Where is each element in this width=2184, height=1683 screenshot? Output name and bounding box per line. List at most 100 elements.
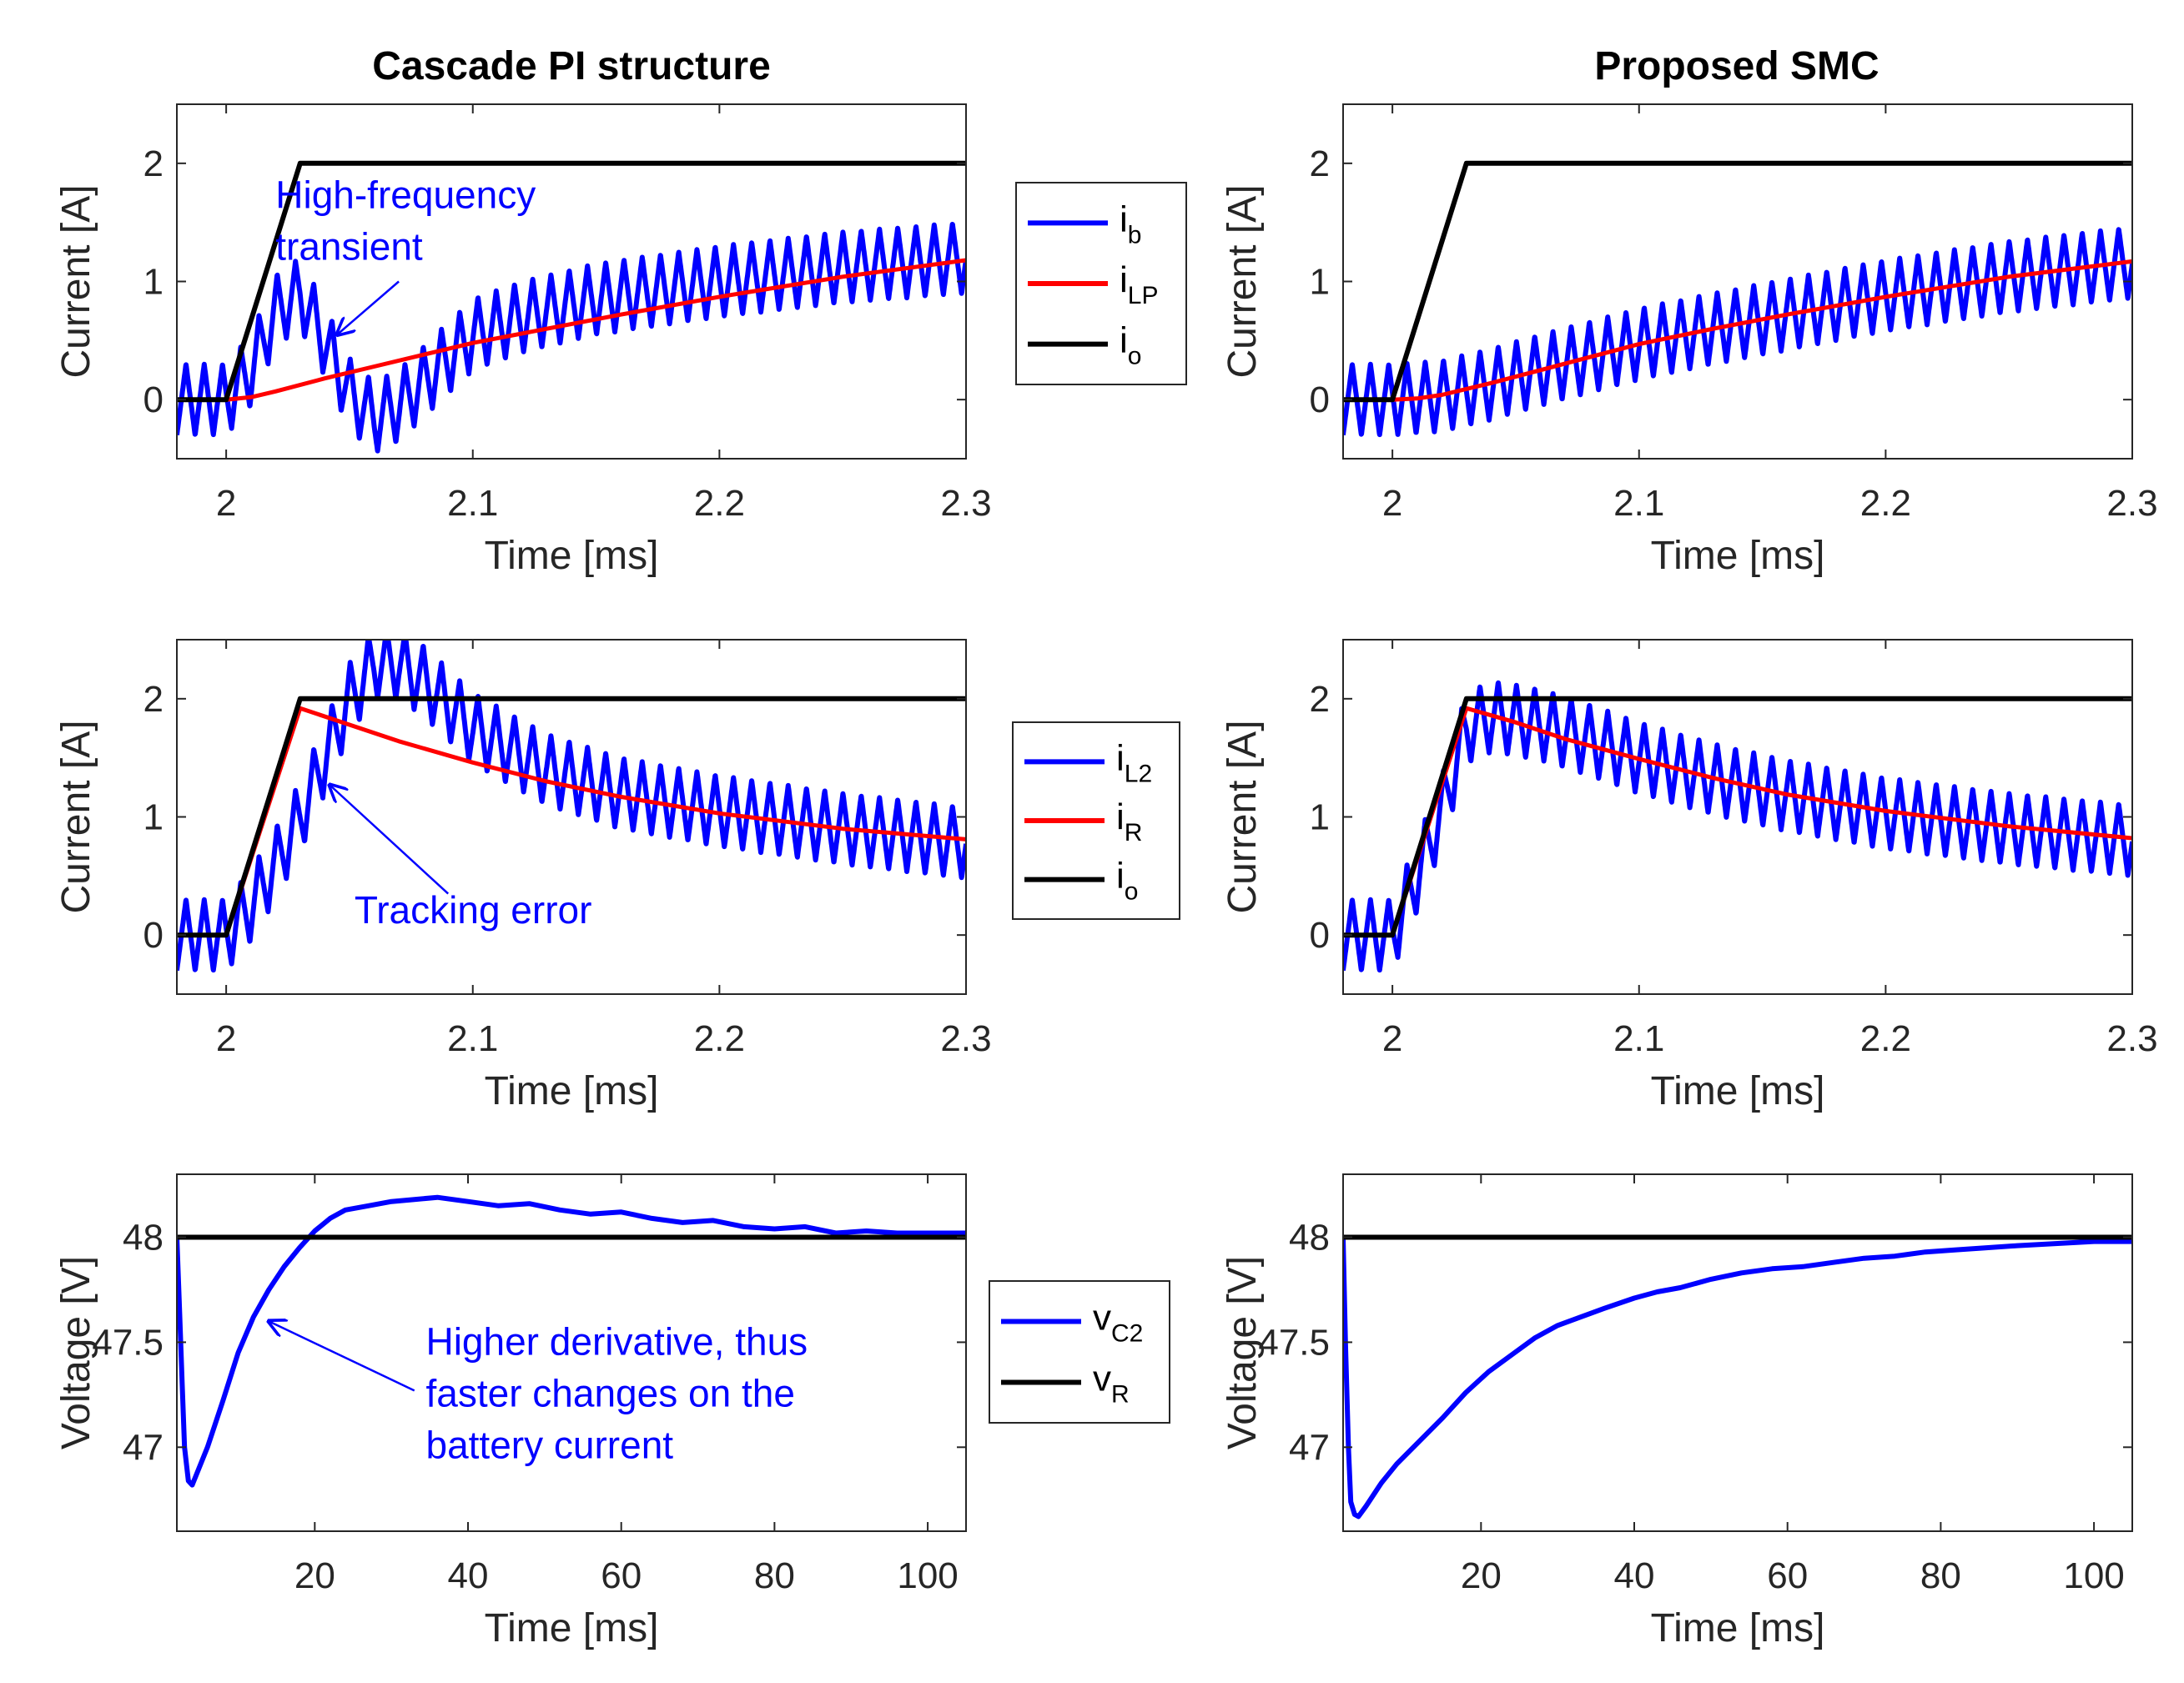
legend-label-subscript: R [1125, 819, 1143, 847]
y-tick-label: 0 [1310, 379, 1330, 420]
x-tick-label: 2.3 [2106, 483, 2157, 524]
chart-panel-smc-inductor: 2 2.1 2.2 2.3 0 1 2 Time [ms] Current [A] [1220, 639, 2158, 1113]
annotation-arrow [269, 1321, 415, 1392]
annotation-text: High-frequency [275, 173, 536, 217]
y-tick-label: 2 [1310, 679, 1330, 720]
x-tick-label: 2.3 [2106, 1018, 2157, 1059]
x-tick-label: 2.2 [1860, 483, 1911, 524]
y-tick-label: 48 [123, 1218, 164, 1258]
series-line-i-r [224, 706, 966, 936]
legend-label: iL2 [1116, 737, 1152, 787]
y-tick-label: 0 [143, 379, 164, 420]
y-tick-label: 2 [143, 679, 164, 720]
x-tick-label: 40 [1614, 1555, 1655, 1596]
series-group [177, 640, 966, 973]
y-axis-label: Voltage [V] [54, 1256, 98, 1449]
title-left: Cascade PI structure [372, 44, 771, 88]
plot-area [1343, 1174, 2132, 1531]
legend-entry: vC2 [1001, 1298, 1143, 1348]
x-tick-label: 2.1 [447, 1018, 498, 1059]
y-tick-label: 1 [1310, 797, 1330, 838]
legend-entry: ib [1028, 198, 1141, 249]
legend-entry: io [1028, 320, 1141, 370]
x-axis-label: Time [ms] [1651, 1069, 1825, 1113]
x-axis-label: Time [ms] [485, 1069, 659, 1113]
y-tick-label: 2 [1310, 143, 1330, 184]
series-line-i-r [1390, 706, 2132, 936]
x-tick-label: 2.2 [694, 483, 745, 524]
x-tick-label: 2 [216, 1018, 236, 1059]
x-tick-label: 2 [1382, 1018, 1402, 1059]
annotation-text: faster changes on the [425, 1372, 794, 1415]
chart-panel-pi-battery: 2 2.1 2.2 2.3 0 1 2 Time [ms] Current [A] High-fr… [54, 103, 1187, 578]
legend-label-subscript: C2 [1111, 1320, 1143, 1348]
annotation-text: transient [275, 225, 423, 269]
series-group [1343, 680, 2132, 973]
legend-label: iLP [1120, 259, 1158, 309]
legend-label-base: v [1093, 1298, 1111, 1339]
chart-panel-pi-voltage: 20 40 60 80 100 47 47.5 48 Time [ms] Voltage [V] H… [54, 1173, 1170, 1650]
legend-label-subscript: LP [1128, 282, 1159, 309]
legend-entry: iL2 [1024, 737, 1152, 787]
legend: vC2 vR [989, 1280, 1170, 1424]
legend-label: iR [1116, 796, 1142, 847]
y-axis-label: Current [A] [54, 720, 98, 913]
x-tick-label: 2.2 [694, 1018, 745, 1059]
legend-entry: iLP [1028, 259, 1158, 309]
annotation-arrow [337, 280, 400, 335]
legend-label-base: i [1116, 856, 1125, 897]
series-line-i-lp [225, 258, 966, 402]
y-tick-label: 47.5 [1258, 1322, 1330, 1363]
title-right: Proposed SMC [1594, 44, 1879, 88]
legend-label: vR [1093, 1359, 1130, 1409]
x-axis-label: Time [ms] [1651, 1606, 1825, 1650]
y-axis-label: Voltage [V] [1220, 1256, 1265, 1449]
x-axis-label: Time [ms] [485, 534, 659, 578]
x-tick-label: 100 [897, 1555, 958, 1596]
series-line-i-b [177, 222, 966, 454]
x-tick-label: 2.3 [940, 483, 991, 524]
y-tick-label: 48 [1289, 1218, 1330, 1258]
legend-label-base: i [1120, 320, 1128, 361]
y-tick-label: 2 [143, 143, 164, 184]
y-axis-label: Current [A] [1220, 720, 1265, 913]
chart-panel-smc-voltage: 20 40 60 80 100 47 47.5 48 Time [ms] Voltage [V] [1220, 1173, 2133, 1650]
series-group [177, 160, 966, 454]
legend-label-subscript: o [1128, 343, 1142, 370]
legend-entry: vR [1001, 1359, 1130, 1409]
y-tick-label: 1 [1310, 262, 1330, 303]
legend-label-subscript: L2 [1125, 760, 1152, 787]
x-tick-label: 2 [216, 483, 236, 524]
legend-label: ib [1120, 198, 1141, 249]
annotation-text: Higher derivative, thus [425, 1320, 808, 1364]
x-tick-label: 80 [754, 1555, 795, 1596]
legend-entry: io [1024, 856, 1138, 906]
y-axis-label: Current [A] [54, 184, 98, 378]
legend-label-base: v [1093, 1359, 1111, 1399]
panels: 2 2.1 2.2 2.3 0 1 2 Time [ms] Current [A] High-fr… [54, 103, 2158, 1650]
series-line-i-o [1343, 696, 2132, 938]
x-tick-label: 100 [2063, 1555, 2124, 1596]
x-tick-label: 80 [1920, 1555, 1961, 1596]
axes-box [176, 1173, 967, 1532]
legend-label-base: i [1120, 198, 1128, 239]
series-line-i-lp [1391, 259, 2132, 402]
series-group [1343, 1234, 2132, 1520]
annotation-arrow [330, 785, 450, 895]
x-tick-label: 60 [1767, 1555, 1808, 1596]
y-tick-label: 47 [123, 1427, 164, 1468]
x-tick-label: 20 [294, 1555, 335, 1596]
legend-label: io [1116, 856, 1138, 906]
x-tick-label: 60 [601, 1555, 642, 1596]
y-tick-label: 0 [1310, 915, 1330, 956]
x-tick-label: 2.2 [1860, 1018, 1911, 1059]
series-line-v-c2 [177, 1194, 966, 1488]
series-line-i-o [177, 696, 966, 938]
x-tick-label: 2.1 [447, 483, 498, 524]
series-line-v-c2 [1343, 1237, 2132, 1520]
legend-label-subscript: b [1128, 221, 1142, 249]
x-axis-label: Time [ms] [1651, 534, 1825, 578]
